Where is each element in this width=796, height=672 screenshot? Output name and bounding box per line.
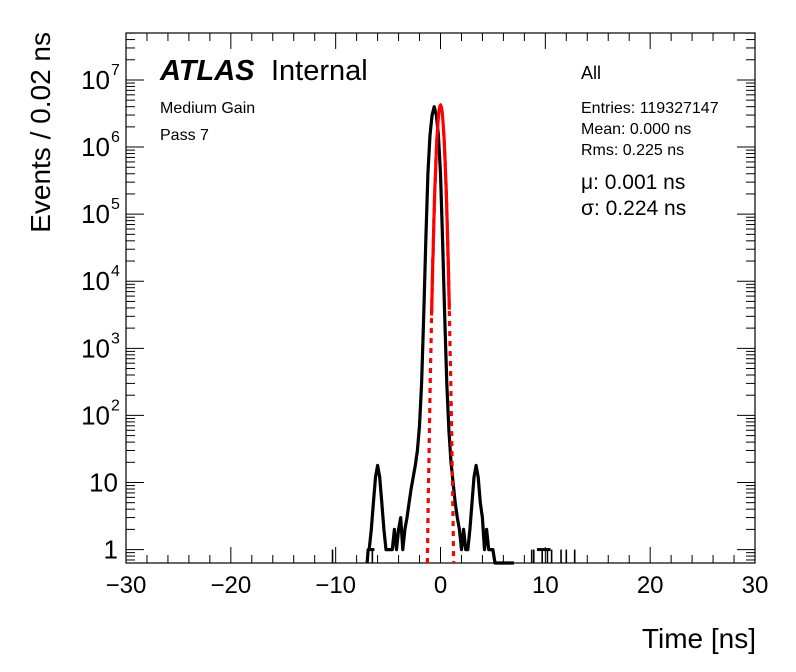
y-tick-label: 10 xyxy=(81,199,110,229)
entries-stat: Entries: 119327147 xyxy=(581,100,719,117)
y-tick-label: 10 xyxy=(81,266,110,296)
x-tick-label: 10 xyxy=(532,572,559,599)
y-tick-exponent: 7 xyxy=(111,62,120,79)
gain-label: Medium Gain xyxy=(160,100,255,117)
x-tick-label: −20 xyxy=(210,572,251,599)
y-tick-label: 10 xyxy=(81,333,110,363)
x-axis-label: Time [ns] xyxy=(642,623,756,654)
x-tick-label: −10 xyxy=(315,572,356,599)
y-tick-exponent: 6 xyxy=(111,129,120,146)
x-tick-label: 0 xyxy=(434,572,447,599)
y-tick-label: 10 xyxy=(81,400,110,430)
axis-ticks xyxy=(125,32,756,563)
y-tick-exponent: 5 xyxy=(111,196,120,213)
atlas-label: ATLAS xyxy=(159,55,255,87)
y-tick-exponent: 2 xyxy=(111,397,120,414)
fit-curve-tail-left xyxy=(425,133,439,564)
internal-label: Internal xyxy=(271,55,368,87)
y-tick-label: 10 xyxy=(89,467,118,497)
y-tick-label: 10 xyxy=(81,65,110,95)
series-group xyxy=(331,102,576,565)
x-tick-label: 30 xyxy=(742,572,769,599)
sigma-stat: σ: 0.224 ns xyxy=(581,197,686,220)
y-tick-exponent: 3 xyxy=(111,330,120,347)
y-tick-exponent: 4 xyxy=(111,263,120,280)
x-tick-label: −30 xyxy=(106,572,147,599)
x-tick-labels: −30 −20 −10 0 10 20 30 xyxy=(106,572,769,599)
rms-stat: Rms: 0.225 ns xyxy=(581,142,684,159)
y-tick-label: 1 xyxy=(104,535,118,565)
mu-stat: μ: 0.001 ns xyxy=(581,171,685,194)
y-tick-label: 10 xyxy=(81,132,110,162)
selection-label: All xyxy=(581,63,601,83)
histogram-line xyxy=(365,105,514,565)
x-tick-label: 20 xyxy=(637,572,664,599)
pass-label: Pass 7 xyxy=(160,127,209,144)
mean-stat: Mean: 0.000 ns xyxy=(581,121,691,138)
y-axis-label: Events / 0.02 ns xyxy=(25,32,56,233)
fit-curve-tail-right xyxy=(442,131,456,564)
